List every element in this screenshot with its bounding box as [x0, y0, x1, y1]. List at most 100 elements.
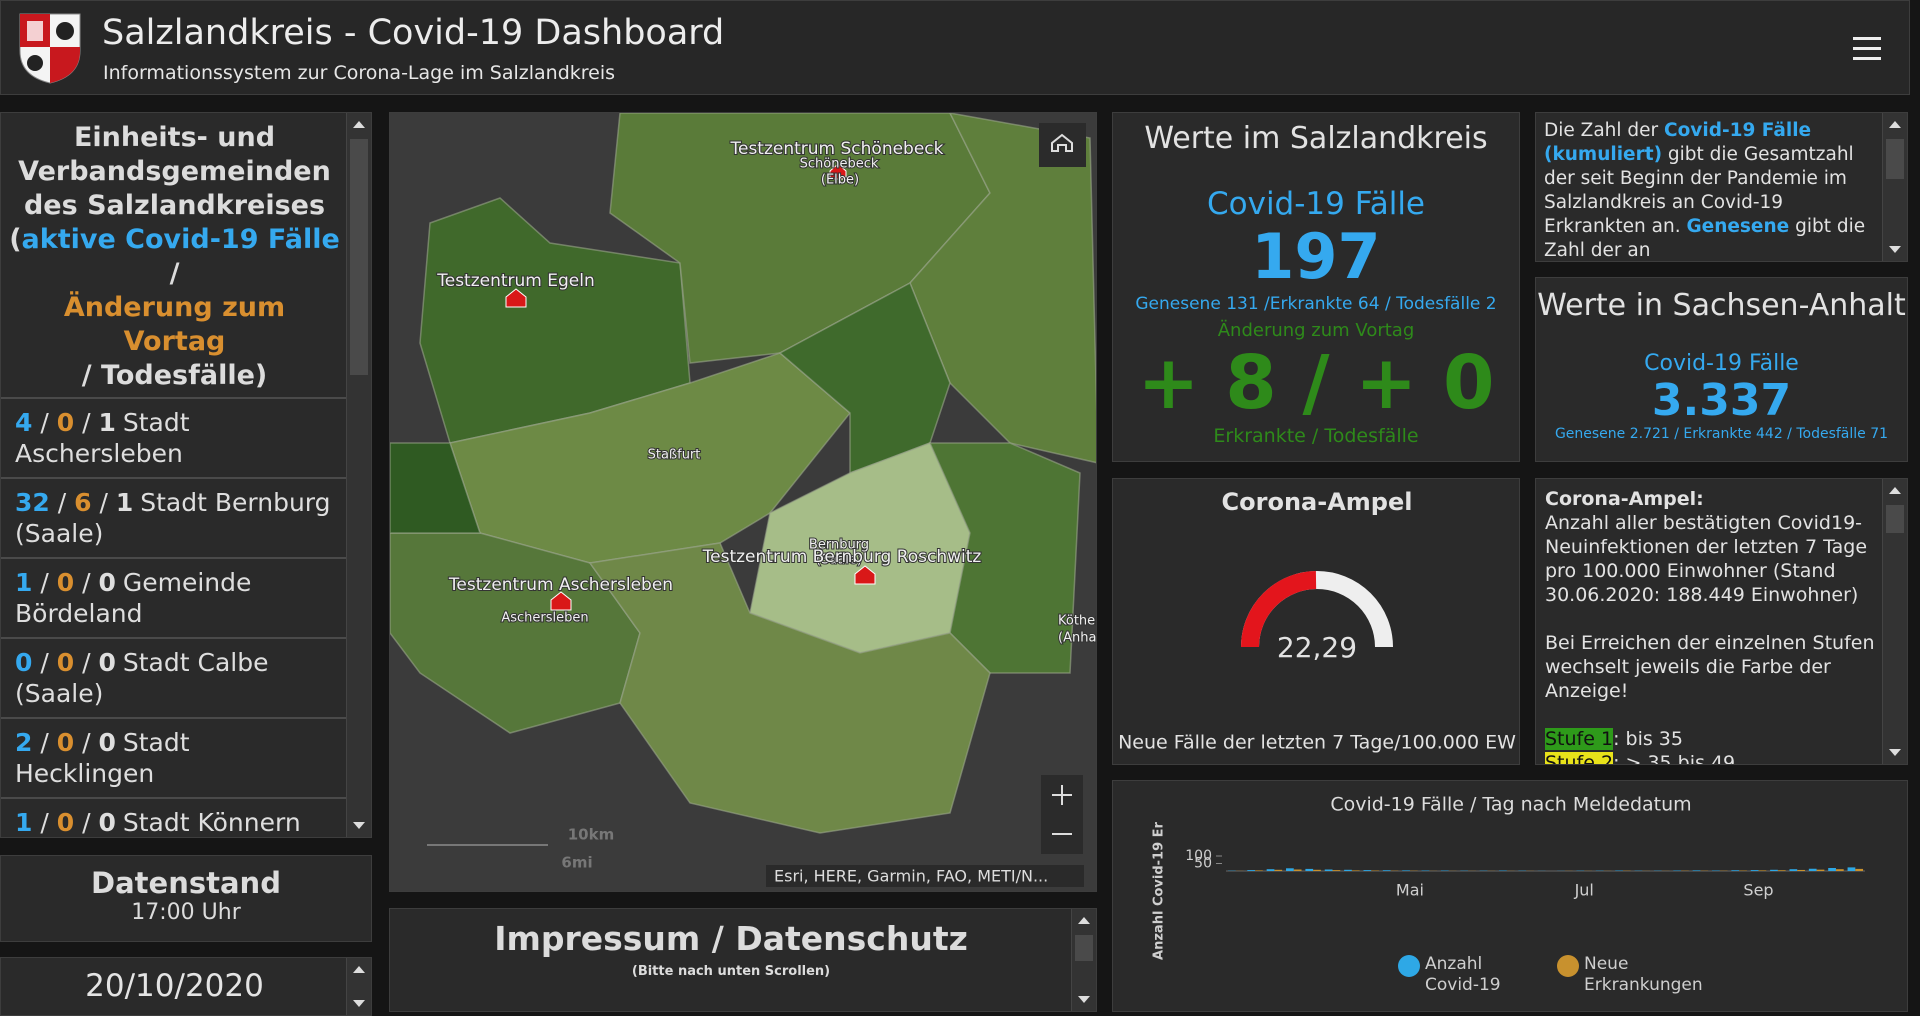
map-label: (Anhalt): [1058, 631, 1097, 646]
municipality-heading: Einheits- und Verbandsgemeinden des Salz…: [1, 113, 348, 397]
imprint-title: Impressum / Datenschutz: [494, 919, 968, 958]
map-label: Testzentrum Aschersleben: [448, 575, 673, 595]
scrollbar[interactable]: [1071, 909, 1096, 1011]
separator: /: [49, 488, 75, 517]
map[interactable]: Testzentrum Schönebeck Schönebeck (Elbe)…: [390, 113, 1097, 892]
bar: [1286, 868, 1294, 871]
state-cases-value: 3.337: [1651, 375, 1792, 426]
page-subtitle: Informationssystem zur Corona-Lage im Sa…: [103, 62, 616, 84]
active-count: 4: [15, 408, 33, 437]
ampel-panel: Corona-Ampel 22,29 Neue Fälle der letzte…: [1112, 478, 1520, 765]
bar: [1324, 869, 1333, 871]
change-count: 0: [56, 408, 75, 437]
change-count: 0: [56, 648, 75, 677]
bar: [1828, 868, 1836, 871]
menu-button[interactable]: [1853, 36, 1883, 62]
municipality-panel: Einheits- und Verbandsgemeinden des Salz…: [0, 112, 372, 838]
change-footer: Erkrankte / Todesfälle: [1213, 425, 1419, 447]
separator: /: [74, 408, 99, 437]
death-count: 1: [115, 488, 134, 517]
test-center-marker: [829, 163, 847, 180]
bar: [1770, 869, 1778, 871]
scrollbar[interactable]: [1882, 479, 1907, 764]
ampel-info-title: Corona-Ampel:: [1545, 488, 1704, 510]
home-button[interactable]: [1039, 123, 1086, 167]
map-label: Aschersleben: [501, 611, 588, 626]
test-center-marker: [550, 591, 572, 611]
ampel-info-text: Bei Erreichen der einzelnen Stufen wechs…: [1545, 632, 1875, 702]
chart-panel: Covid-19 Fälle / Tag nach Meldedatum Anz…: [1112, 780, 1908, 1012]
scrollbar[interactable]: [346, 113, 371, 837]
attribution-box: [766, 865, 1084, 887]
municipality-name: Gemeinde Bördeland: [15, 568, 252, 628]
legend-swatch: [1398, 955, 1420, 977]
municipality-name: Stadt Calbe (Saale): [15, 648, 269, 708]
map-label: (Elbe): [821, 173, 859, 188]
data-status-time: 17:00 Uhr: [131, 900, 241, 925]
legend-active: aktive Covid-19 Fälle: [21, 224, 340, 255]
separator: /: [32, 728, 57, 757]
imprint-panel: Impressum / Datenschutz (Bitte nach unte…: [389, 908, 1097, 1012]
scale-label: 6mi: [561, 854, 592, 872]
bar: [1363, 870, 1372, 871]
ampel-info-text: Anzahl aller bestätigten Covid19-Neuinfe…: [1545, 512, 1868, 606]
separator: /: [32, 568, 57, 597]
map-label: Testzentrum Schönebeck: [729, 139, 943, 159]
change-count: 6: [74, 488, 92, 517]
bar: [1332, 870, 1341, 871]
page-title: Salzlandkreis - Covid-19 Dashboard: [102, 13, 725, 53]
municipality-name: Stadt Hecklingen: [15, 728, 190, 788]
bar: [1789, 869, 1798, 871]
map-label: Köthen: [1058, 614, 1097, 629]
active-count: 32: [15, 488, 50, 517]
separator: /: [32, 808, 57, 837]
death-count: 0: [98, 568, 116, 597]
scale-label: 10km: [568, 826, 614, 844]
map-label: Staßfurt: [648, 448, 701, 463]
legend-label: Anzahl Covid-19: [1425, 954, 1501, 995]
change-count: 0: [56, 728, 75, 757]
municipality-name: Stadt Könnern: [122, 808, 301, 837]
map-panel[interactable]: Testzentrum Schönebeck Schönebeck (Elbe)…: [389, 112, 1097, 892]
bar: [1266, 869, 1275, 871]
active-count: 1: [15, 568, 33, 597]
header: Salzlandkreis - Covid-19 Dashboard Infor…: [0, 0, 1910, 95]
state-cases-label: Covid-19 Fälle: [1644, 351, 1799, 376]
municipality-row: 1 / 0 / 0 Stadt Könnern: [1, 799, 348, 837]
scrollbar[interactable]: [346, 958, 371, 1015]
map-label: Schönebeck: [800, 157, 879, 172]
bar: [1692, 870, 1701, 871]
bar: [1835, 869, 1844, 871]
legend-entry: Anzahl Covid-19: [1425, 954, 1501, 995]
district-panel: Werte im Salzlandkreis Covid-19 Fälle 19…: [1112, 112, 1520, 462]
gauge: Corona-Ampel 22,29 Neue Fälle der letzte…: [1118, 488, 1516, 754]
level-text: : bis 35: [1613, 728, 1683, 750]
ampel-title: Corona-Ampel: [1222, 488, 1413, 516]
bar: [1750, 870, 1759, 871]
legend-entry: Neue Erkrankungen: [1584, 954, 1703, 995]
district-title: Werte im Salzlandkreis: [1144, 121, 1488, 156]
separator: /: [74, 568, 99, 597]
data-status-panel: Datenstand 17:00 Uhr: [0, 855, 372, 942]
active-count: 0: [15, 648, 33, 677]
heading-text: Einheits- und Verbandsgemeinden des Salz…: [18, 122, 331, 221]
bar: [1247, 870, 1256, 871]
info-highlight: Genesene: [1686, 216, 1790, 237]
bar: [1344, 869, 1352, 871]
legend-swatch: [1557, 955, 1579, 977]
level-name: Stufe 1: [1545, 728, 1614, 750]
bar: [1255, 870, 1263, 871]
legend-change: Änderung zum Vortag: [63, 292, 286, 357]
cases-value: 197: [1251, 220, 1381, 293]
y-axis-title: Anzahl Covid-19 Er: [1152, 821, 1167, 959]
info-part: gibt die Zahl der an: [1544, 216, 1866, 261]
coat-of-arms: [19, 13, 81, 84]
legend-part: /: [169, 258, 180, 289]
cases-breakdown: Genesene 131 /Erkrankte 64 / Todesfälle …: [1135, 294, 1497, 314]
municipality-scroll: Einheits- und Verbandsgemeinden des Salz…: [1, 113, 348, 837]
level-name: Stufe 2: [1545, 752, 1614, 764]
change-count: 0: [56, 808, 75, 837]
zoom-control[interactable]: [1041, 775, 1083, 854]
scrollbar[interactable]: [1882, 113, 1907, 261]
